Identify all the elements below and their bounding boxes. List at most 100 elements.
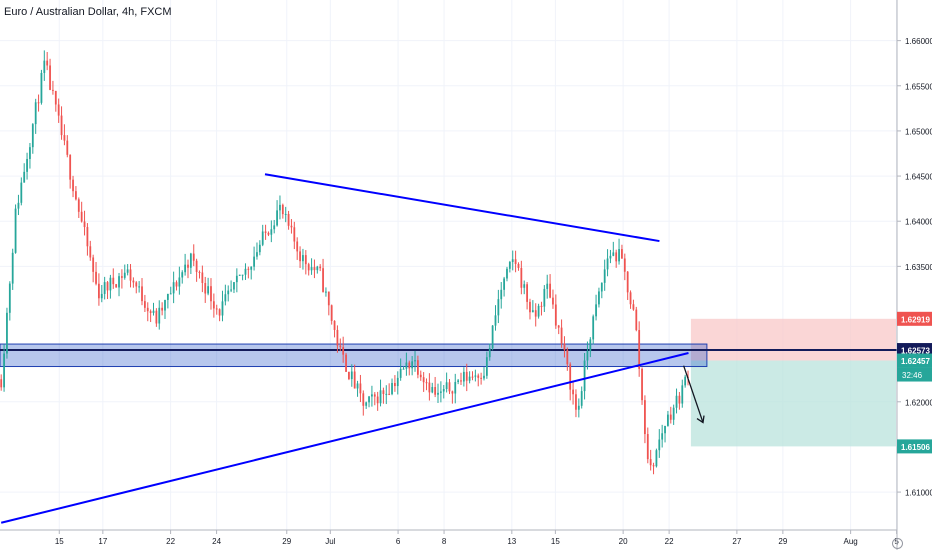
candle-body [598,291,600,305]
time-tick-label: 8 [442,537,447,546]
support-resistance-zone[interactable] [0,343,708,368]
candle-body [103,282,106,294]
time-tick-label: 22 [166,537,175,546]
candle-body [86,227,89,247]
time-tick-label: 15 [55,537,64,546]
price-tick-label: 1.63500 [905,263,932,272]
price-tick-label: 1.64000 [905,218,932,227]
candle-body [644,400,646,435]
candle-body [169,293,172,295]
candle-body [166,293,169,300]
candle-body [304,255,307,265]
candle-body [281,204,284,215]
candle-body [164,299,166,311]
candle-body [100,293,103,299]
candle-body [667,414,669,426]
candle-body [319,266,322,269]
candle-body [279,204,281,211]
candle-body [178,277,181,287]
candle-body [302,255,304,262]
take-profit-zone[interactable] [690,360,896,447]
candle-body [661,433,664,440]
candle-body [233,282,235,290]
candle-body [66,140,69,155]
candle-body [92,257,95,272]
candle-body [589,339,592,352]
candle-body [40,72,43,103]
candle-body [681,385,684,404]
candle-body [437,392,439,395]
candle-body [210,286,212,302]
candle-body [577,405,580,410]
candle-body [215,308,218,310]
candle-body [652,465,655,467]
candle-body [684,376,687,386]
candle-body [563,343,566,350]
candle-body [54,90,57,105]
stop-loss-zone[interactable] [690,318,896,361]
candle-body [462,371,465,382]
candle-body [391,383,393,395]
candle-body [6,312,8,354]
candle-body [365,402,368,406]
info-icon[interactable]: i [892,538,903,549]
candle-body [8,283,11,313]
candle-body [284,213,287,215]
candle-body [118,276,120,288]
candle-body [244,268,247,275]
time-tick-label: 24 [212,537,221,546]
candle-body [425,382,428,384]
time-tick-label: Jul [325,537,335,546]
candle-body [675,395,678,408]
candle-body [34,102,37,125]
candle-body [135,282,138,287]
candle-body [333,320,336,330]
candle-body [356,383,359,389]
candle-body [290,225,293,228]
time-tick-label: Aug [844,537,858,546]
candle-body [106,282,109,291]
candle-body [72,179,74,192]
trendline-lower[interactable] [0,352,689,524]
candle-body [238,274,241,276]
candle-body [480,377,483,379]
candle-body [454,381,457,394]
trendline-upper[interactable] [264,173,660,243]
candles [0,50,689,475]
candle-body [348,371,350,380]
candle-body [373,394,376,397]
candle-body [517,264,520,268]
candle-body [483,375,485,379]
candle-body [445,382,448,389]
candle-body [17,202,20,209]
candle-body [554,304,557,326]
candle-body [629,292,632,305]
time-tick-label: 22 [665,537,674,546]
candle-body [569,364,572,390]
candle-body [52,89,54,91]
forecast-arrow[interactable] [683,365,704,423]
candle-body [549,283,551,298]
badge-target-bg [897,439,932,454]
time-tick-label: 29 [282,537,291,546]
badge-stop-bg [897,311,932,326]
candle-body [3,353,5,388]
candle-body [189,253,192,268]
candle-body [221,301,224,316]
candle-body [109,277,112,291]
candle-body [468,376,471,381]
candle-body [204,282,207,294]
candle-body [488,348,491,358]
candle-body [514,259,517,265]
candle-body [49,65,51,90]
candle-body [416,360,419,375]
candle-body [98,283,100,299]
candle-body [635,309,638,331]
candle-body [540,305,543,307]
candle-body [658,439,661,451]
candle-body [250,266,253,270]
candle-body [184,264,187,273]
